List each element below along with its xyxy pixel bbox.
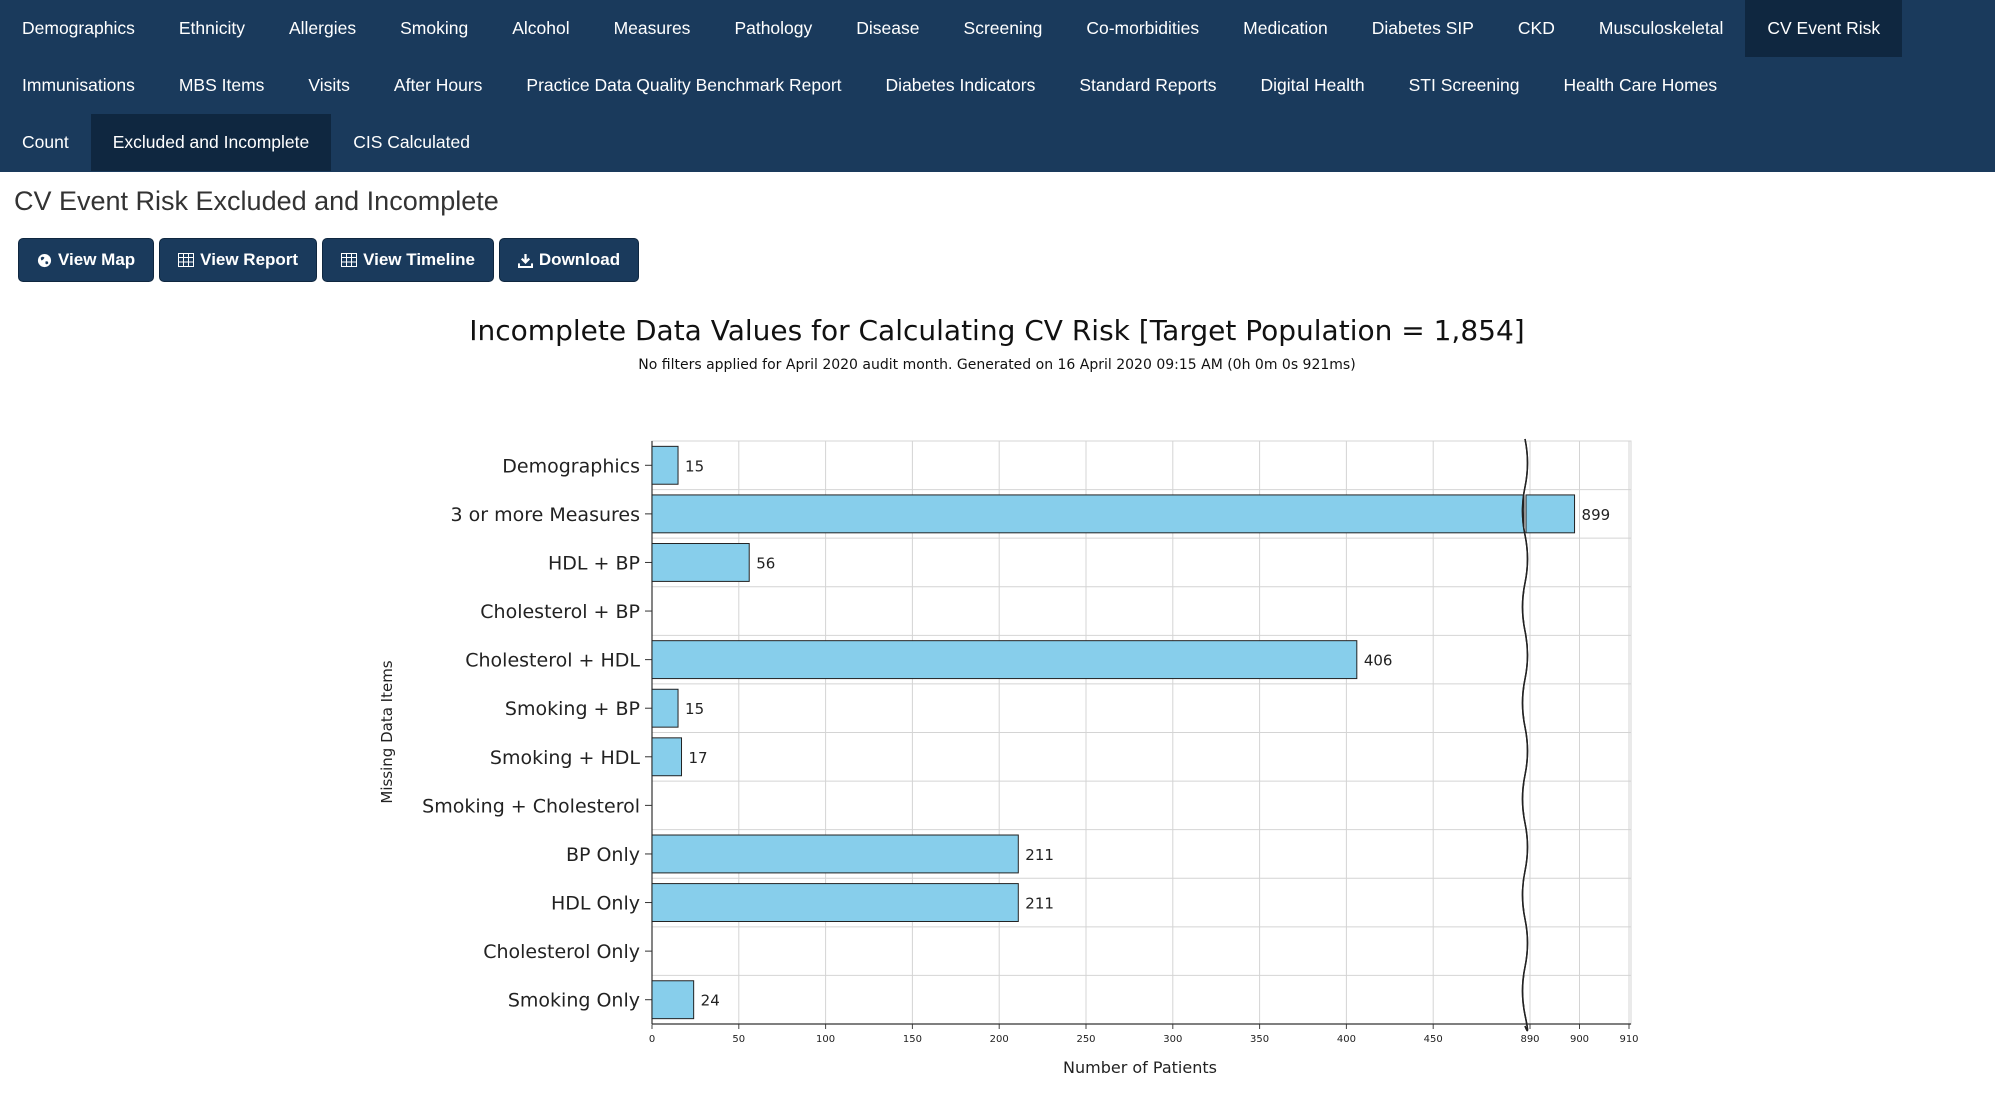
x-tick-label: 300 — [1163, 1034, 1182, 1045]
table-icon — [178, 253, 195, 267]
bar — [651, 640, 1358, 680]
bar-value-label: 406 — [1364, 652, 1393, 670]
bar-chart: Incomplete Data Values for Calculating C… — [378, 314, 1639, 1077]
y-category-label: Cholesterol Only — [483, 941, 640, 963]
view-report-button[interactable]: View Report — [159, 238, 318, 282]
chart-container: Incomplete Data Values for Calculating C… — [0, 300, 1995, 1094]
x-tick-label: 150 — [903, 1034, 922, 1045]
nav-tab-musculoskeletal[interactable]: Musculoskeletal — [1598, 18, 1724, 38]
action-toolbar: View Map View Report View Timeline Downl… — [18, 238, 640, 282]
y-category-label: BP Only — [566, 844, 640, 866]
bar-value-label: 15 — [685, 457, 704, 475]
bar-continued — [1525, 494, 1576, 534]
nav-row-subtabs: Count Excluded and Incomplete CIS Calculat… — [0, 114, 492, 171]
y-category-label: Demographics — [502, 455, 640, 477]
y-category-label: Smoking Only — [508, 990, 640, 1012]
nav-tab-visits[interactable]: Visits — [308, 75, 350, 95]
bar — [651, 834, 1019, 874]
bar — [651, 494, 1525, 534]
y-category-label: Cholesterol + HDL — [465, 650, 640, 672]
nav-tab-after-hours[interactable]: After Hours — [393, 75, 483, 95]
nav-tab-mbs-items[interactable]: MBS Items — [178, 75, 265, 95]
view-report-label: View Report — [200, 250, 299, 269]
download-icon — [517, 253, 533, 268]
download-label: Download — [538, 250, 621, 269]
x-tick-label: 400 — [1337, 1034, 1356, 1045]
nav-tab-co-morbidities[interactable]: Co-morbidities — [1086, 18, 1200, 38]
bar-value-label: 56 — [756, 554, 775, 572]
y-category-label: Smoking + BP — [505, 698, 640, 720]
bar — [651, 445, 679, 485]
nav-row-primary: Demographics Ethnicity Allergies Smoking Alc… — [0, 0, 1903, 57]
bar-value-label: 17 — [689, 749, 708, 767]
bar — [651, 688, 679, 728]
view-timeline-label: View Timeline — [363, 250, 475, 269]
x-tick-label: 350 — [1250, 1034, 1269, 1045]
x-axis-title: Number of Patients — [1063, 1058, 1217, 1077]
globe-icon — [37, 253, 52, 268]
y-category-label: 3 or more Measures — [450, 504, 640, 526]
chart-title: Incomplete Data Values for Calculating C… — [469, 314, 1524, 347]
bar-value-label: 15 — [685, 700, 704, 718]
y-category-label: HDL + BP — [548, 552, 640, 574]
nav-tab-allergies[interactable]: Allergies — [288, 18, 357, 38]
bar — [651, 737, 683, 777]
bar — [651, 543, 750, 582]
nav-tab-ethnicity[interactable]: Ethnicity — [178, 18, 245, 38]
nav-tab-demographics[interactable]: Demographics — [22, 18, 135, 38]
nav-tab-measures[interactable]: Measures — [613, 18, 691, 38]
y-category-label: Smoking + HDL — [490, 747, 640, 769]
bar-value-label: 211 — [1025, 895, 1054, 913]
view-map-button[interactable]: View Map — [18, 238, 155, 282]
download-button[interactable]: Download — [498, 238, 640, 282]
nav-tab-count[interactable]: Count — [22, 132, 69, 152]
x-tick-label: 50 — [732, 1034, 745, 1045]
nav-tab-disease[interactable]: Disease — [856, 18, 920, 38]
bar-value-label: 24 — [701, 992, 720, 1010]
nav-tab-practice-data-quality-benchmark-report[interactable]: Practice Data Quality Benchmark Report — [526, 75, 842, 95]
x-tick-label: 910 — [1619, 1034, 1638, 1045]
x-tick-label: 100 — [816, 1034, 835, 1045]
nav-tab-immunisations[interactable]: Immunisations — [22, 75, 135, 95]
nav-tab-ckd[interactable]: CKD — [1517, 18, 1555, 38]
view-timeline-button[interactable]: View Timeline — [322, 238, 494, 282]
x-tick-label: 900 — [1570, 1034, 1589, 1045]
nav-tab-standard-reports[interactable]: Standard Reports — [1079, 75, 1217, 95]
bar-value-label: 211 — [1025, 846, 1054, 864]
nav-tab-diabetes-sip[interactable]: Diabetes SIP — [1371, 18, 1474, 38]
top-navigation: Demographics Ethnicity Allergies Smoking Alc… — [0, 0, 1995, 172]
y-category-label: HDL Only — [551, 893, 640, 915]
nav-row-secondary: Immunisations MBS Items Visits After Hours P… — [0, 57, 1739, 114]
x-tick-label: 450 — [1424, 1034, 1443, 1045]
nav-tab-cis-calculated[interactable]: CIS Calculated — [353, 132, 470, 152]
nav-tab-health-care-homes[interactable]: Health Care Homes — [1563, 75, 1718, 95]
nav-tab-sti-screening[interactable]: STI Screening — [1408, 75, 1520, 95]
y-category-label: Cholesterol + BP — [480, 601, 640, 623]
nav-tab-digital-health[interactable]: Digital Health — [1260, 75, 1365, 95]
bar-value-label: 899 — [1582, 506, 1611, 524]
x-tick-label: 250 — [1076, 1034, 1095, 1045]
y-category-label: Smoking + Cholesterol — [422, 795, 640, 817]
nav-tab-pathology[interactable]: Pathology — [734, 18, 813, 38]
nav-tab-cv-event-risk[interactable]: CV Event Risk — [1745, 0, 1903, 57]
view-map-label: View Map — [58, 250, 136, 269]
chart-subtitle: No filters applied for April 2020 audit … — [638, 357, 1355, 373]
axis-break-line — [1521, 438, 1529, 1032]
nav-tab-smoking[interactable]: Smoking — [400, 18, 469, 38]
x-tick-label: 890 — [1520, 1034, 1539, 1045]
nav-tab-medication[interactable]: Medication — [1243, 18, 1328, 38]
nav-tab-alcohol[interactable]: Alcohol — [512, 18, 570, 38]
page-title: CV Event Risk Excluded and Incomplete — [14, 186, 499, 216]
nav-tab-diabetes-indicators[interactable]: Diabetes Indicators — [885, 75, 1036, 95]
x-tick-label: 200 — [990, 1034, 1009, 1045]
y-axis-title: Missing Data Items — [378, 660, 396, 803]
bar — [651, 980, 695, 1020]
bar — [651, 883, 1019, 922]
nav-tab-screening[interactable]: Screening — [963, 18, 1043, 38]
table-icon — [341, 253, 358, 267]
x-tick-label: 0 — [649, 1034, 655, 1045]
nav-tab-excluded-and-incomplete[interactable]: Excluded and Incomplete — [90, 114, 332, 171]
